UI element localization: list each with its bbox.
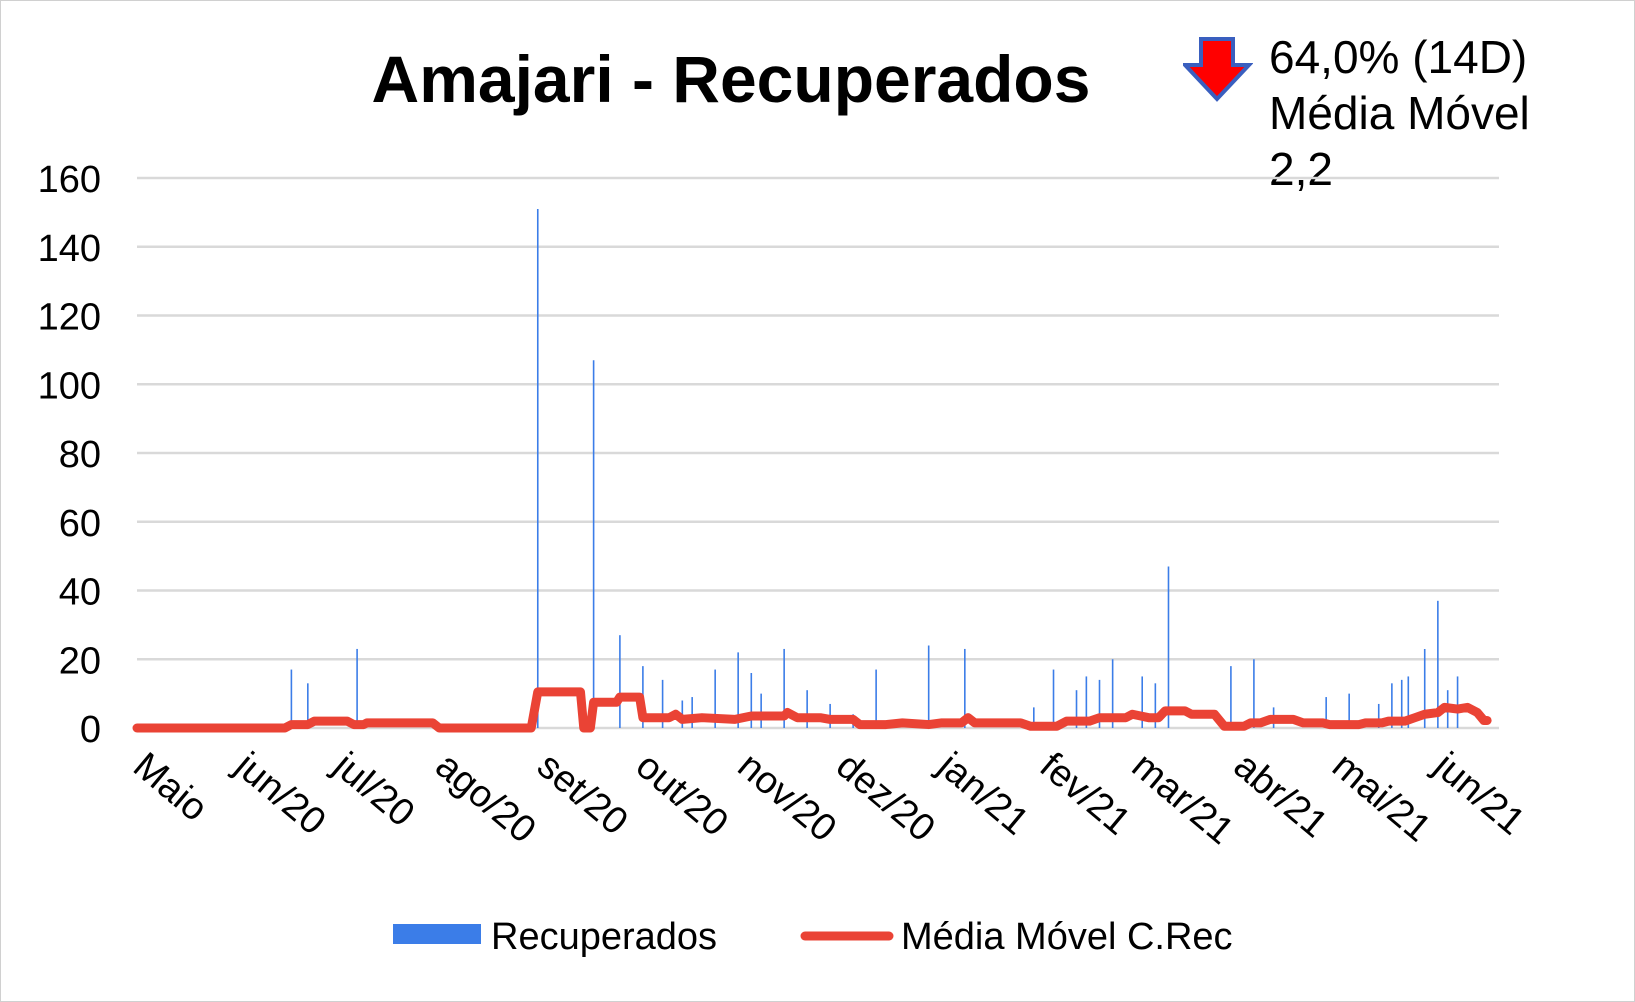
- y-tick-label: 120: [38, 297, 101, 339]
- x-tick-label: out/20: [628, 745, 736, 845]
- legend-label-media-movel: Média Móvel C.Rec: [901, 916, 1233, 958]
- x-tick-label: mar/21: [1124, 745, 1242, 853]
- y-tick-label: 160: [38, 159, 101, 201]
- x-tick-label: set/20: [529, 745, 635, 844]
- y-tick-label: 40: [59, 572, 101, 614]
- x-tick-label: dez/20: [828, 745, 942, 851]
- x-tick-label: nov/20: [730, 745, 844, 851]
- x-tick-label: mai/21: [1324, 745, 1438, 850]
- y-tick-label: 0: [80, 709, 101, 751]
- legend-swatch-recuperados: [393, 924, 481, 944]
- annotation-line-3: 2,2: [1269, 143, 1333, 195]
- annotation-line-1: 64,0% (14D): [1269, 31, 1528, 83]
- chart-title: Amajari - Recuperados: [371, 42, 1091, 116]
- down-arrow-icon: [1183, 37, 1253, 102]
- x-tick-label: abr/21: [1226, 745, 1336, 846]
- x-tick-label: jan/21: [929, 744, 1036, 843]
- x-tick-label: jun/21: [1425, 744, 1532, 843]
- x-tick-label: ago/20: [427, 745, 543, 852]
- x-tick-label: jun/20: [226, 744, 333, 843]
- y-tick-label: 60: [59, 503, 101, 545]
- x-tick-label: fev/21: [1032, 745, 1138, 844]
- moving-average-line: [132, 687, 1492, 733]
- x-tick-label: Maio: [125, 745, 215, 830]
- moving-average-annotation: 64,0% (14D) Média Móvel 2,2: [1269, 29, 1530, 197]
- y-tick-label: 100: [38, 365, 101, 407]
- legend-label-recuperados: Recuperados: [491, 916, 717, 958]
- y-tick-label: 140: [38, 228, 101, 270]
- y-tick-label: 20: [59, 640, 101, 682]
- x-tick-label: jul/20: [325, 744, 422, 835]
- y-tick-label: 80: [59, 434, 101, 476]
- annotation-line-2: Média Móvel: [1269, 87, 1530, 139]
